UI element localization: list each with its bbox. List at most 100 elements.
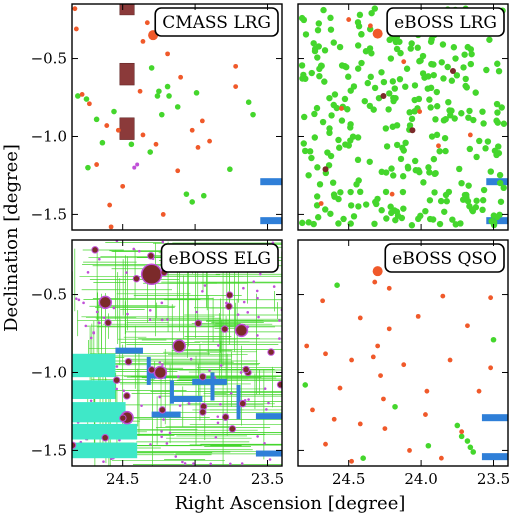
lrg-point bbox=[466, 107, 473, 115]
y-tick-label: −1.5 bbox=[31, 205, 67, 223]
target-point-orange bbox=[372, 279, 378, 285]
target-point-orange bbox=[459, 429, 465, 435]
lrg-point bbox=[446, 107, 453, 114]
bright-object-mask bbox=[140, 263, 163, 286]
elg-point bbox=[240, 462, 244, 465]
lrg-point bbox=[378, 69, 385, 76]
elg-point bbox=[209, 462, 212, 466]
elg-point bbox=[259, 272, 262, 276]
lrg-point bbox=[306, 148, 314, 155]
elg-point bbox=[97, 321, 101, 325]
panel-2-frame bbox=[297, 3, 509, 231]
target-point-orange bbox=[160, 212, 166, 217]
lrg-point bbox=[487, 168, 494, 175]
lrg-point bbox=[347, 87, 354, 94]
lrg-point bbox=[301, 147, 309, 155]
lrg-point bbox=[406, 122, 414, 129]
lrg-point bbox=[441, 134, 449, 142]
lrg-point bbox=[462, 82, 469, 90]
x-tick-label: 23.5 bbox=[251, 470, 284, 488]
lrg-point bbox=[495, 143, 502, 150]
lrg-point bbox=[383, 143, 391, 150]
lrg-point bbox=[479, 197, 487, 204]
bad-field-mask bbox=[255, 413, 282, 420]
lrg-point bbox=[417, 212, 424, 220]
lrg-point bbox=[362, 201, 370, 208]
lrg-point bbox=[311, 110, 318, 118]
elg-point bbox=[189, 357, 193, 361]
lrg-point bbox=[484, 138, 492, 145]
elg-point bbox=[178, 404, 182, 407]
lrg-point bbox=[433, 103, 441, 110]
elg-point bbox=[229, 462, 232, 466]
target-point-orange bbox=[382, 426, 388, 431]
lrg-point bbox=[494, 60, 501, 67]
target-point-orange bbox=[339, 106, 344, 111]
lrg-point bbox=[436, 220, 444, 228]
lrg-point bbox=[426, 169, 433, 176]
elg-point bbox=[92, 331, 96, 334]
target-point-green bbox=[458, 433, 465, 440]
lrg-point bbox=[442, 147, 449, 155]
lrg-point bbox=[345, 73, 352, 80]
target-point-green bbox=[183, 191, 190, 197]
lrg-point bbox=[467, 46, 475, 53]
lrg-point bbox=[313, 193, 321, 200]
lrg-point bbox=[427, 84, 435, 92]
lrg-point bbox=[341, 95, 349, 103]
lrg-point bbox=[308, 154, 315, 162]
lrg-point bbox=[443, 198, 450, 205]
lrg-point bbox=[473, 153, 480, 161]
elg-point bbox=[247, 398, 250, 401]
target-point-orange bbox=[153, 141, 159, 147]
elg-point bbox=[112, 306, 116, 310]
lrg-point bbox=[438, 59, 445, 66]
lrg-point bbox=[336, 144, 343, 151]
panel-3-plot bbox=[72, 240, 282, 466]
lrg-point bbox=[327, 26, 335, 33]
lrg-point bbox=[426, 96, 433, 103]
elg-point bbox=[126, 312, 129, 316]
lrg-point bbox=[372, 198, 379, 206]
target-point-orange bbox=[375, 343, 381, 349]
target-point-green bbox=[166, 93, 172, 99]
bright-source bbox=[372, 266, 383, 277]
lrg-point bbox=[335, 136, 342, 144]
target-point-orange bbox=[304, 343, 310, 349]
elg-point bbox=[187, 402, 191, 405]
panel-4-label: eBOSS QSO bbox=[392, 249, 497, 269]
target-point-darkred bbox=[409, 127, 416, 134]
elg-point bbox=[160, 430, 163, 433]
elg-point bbox=[219, 364, 223, 367]
target-point-orange bbox=[436, 143, 441, 149]
lrg-point bbox=[480, 120, 487, 127]
elg-point bbox=[177, 375, 180, 378]
target-point-green bbox=[467, 444, 474, 451]
elg-point bbox=[183, 462, 187, 465]
elg-point bbox=[236, 313, 240, 316]
star-mask-circle bbox=[104, 318, 112, 327]
target-point-orange bbox=[79, 92, 85, 97]
target-point-orange bbox=[465, 323, 470, 329]
elg-point bbox=[137, 249, 141, 253]
y-tick-label: −1.5 bbox=[31, 441, 67, 459]
elg-point bbox=[268, 458, 272, 461]
target-point-orange bbox=[337, 385, 343, 391]
target-point-green bbox=[128, 141, 135, 148]
lrg-point bbox=[390, 172, 397, 179]
lrg-point bbox=[316, 181, 324, 188]
target-point-green bbox=[83, 96, 90, 102]
star-mask-circle bbox=[119, 414, 127, 422]
lrg-point bbox=[428, 133, 436, 140]
target-point-orange bbox=[381, 396, 386, 402]
lrg-point bbox=[467, 60, 475, 68]
elg-point bbox=[278, 319, 281, 322]
lrg-point bbox=[350, 213, 358, 220]
elg-point bbox=[181, 460, 184, 464]
panels-layer: CMASS LRG eBOSS LRG eBOSS ELG eBOSS QSO bbox=[71, 3, 509, 467]
target-point-orange bbox=[115, 127, 121, 133]
lrg-point bbox=[441, 208, 448, 215]
mask-strip bbox=[481, 453, 508, 461]
lrg-point bbox=[313, 202, 321, 209]
elg-point bbox=[115, 365, 119, 368]
